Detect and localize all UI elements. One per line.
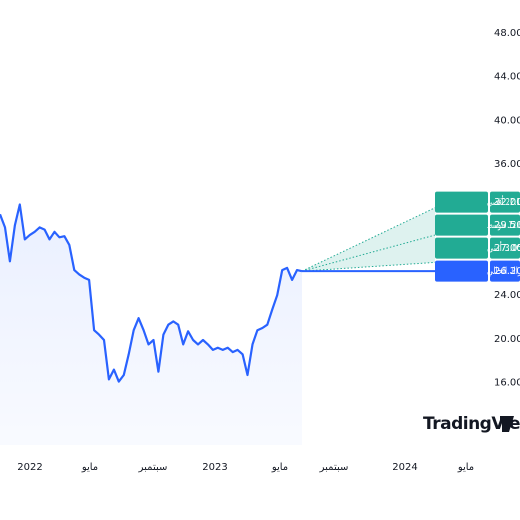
value-box	[490, 237, 520, 259]
label-box	[435, 191, 488, 213]
value-box	[490, 260, 520, 282]
value-box	[490, 214, 520, 236]
value-box	[490, 191, 520, 213]
x-tick-label: 2023	[202, 462, 227, 473]
target-line	[301, 261, 436, 272]
label-box	[435, 237, 488, 259]
value-text: 29.50	[494, 220, 520, 231]
price-area	[0, 204, 302, 445]
x-tick-label: 2022	[17, 462, 42, 473]
label-box	[435, 214, 488, 236]
target-line	[301, 207, 436, 272]
y-tick-label: 24.00	[494, 290, 520, 301]
x-tick-label: مايو	[457, 462, 474, 473]
x-tick-label: 2024	[392, 462, 417, 473]
x-tick-label: سبتمبر	[319, 462, 349, 473]
label-text: الاشتراك الحالي	[487, 266, 520, 277]
x-tick-label: مايو	[81, 462, 98, 473]
watermark-logo	[500, 416, 514, 432]
y-tick-label: 20.00	[494, 334, 520, 345]
x-tick-label: مايو	[271, 462, 288, 473]
value-text: 26.20	[494, 266, 520, 277]
price-line	[0, 203, 303, 383]
value-text: 32.00	[494, 197, 520, 208]
label-text: +3.05% أدنى	[487, 241, 520, 254]
watermark: TradingView	[423, 414, 520, 434]
value-text: 27.00	[494, 243, 520, 254]
y-tick-label: 16.00	[494, 378, 520, 389]
y-tick-label: 40.00	[494, 115, 520, 126]
y-tick-label: 48.00	[494, 28, 520, 39]
y-tick-label: 36.00	[494, 159, 520, 170]
y-tick-label: 44.00	[494, 72, 520, 83]
label-text: +12.60% متوسط	[487, 220, 520, 231]
x-tick-label: سبتمبر	[138, 462, 168, 473]
label-text: +22.14% أقصى	[487, 195, 520, 208]
label-box	[435, 260, 488, 282]
